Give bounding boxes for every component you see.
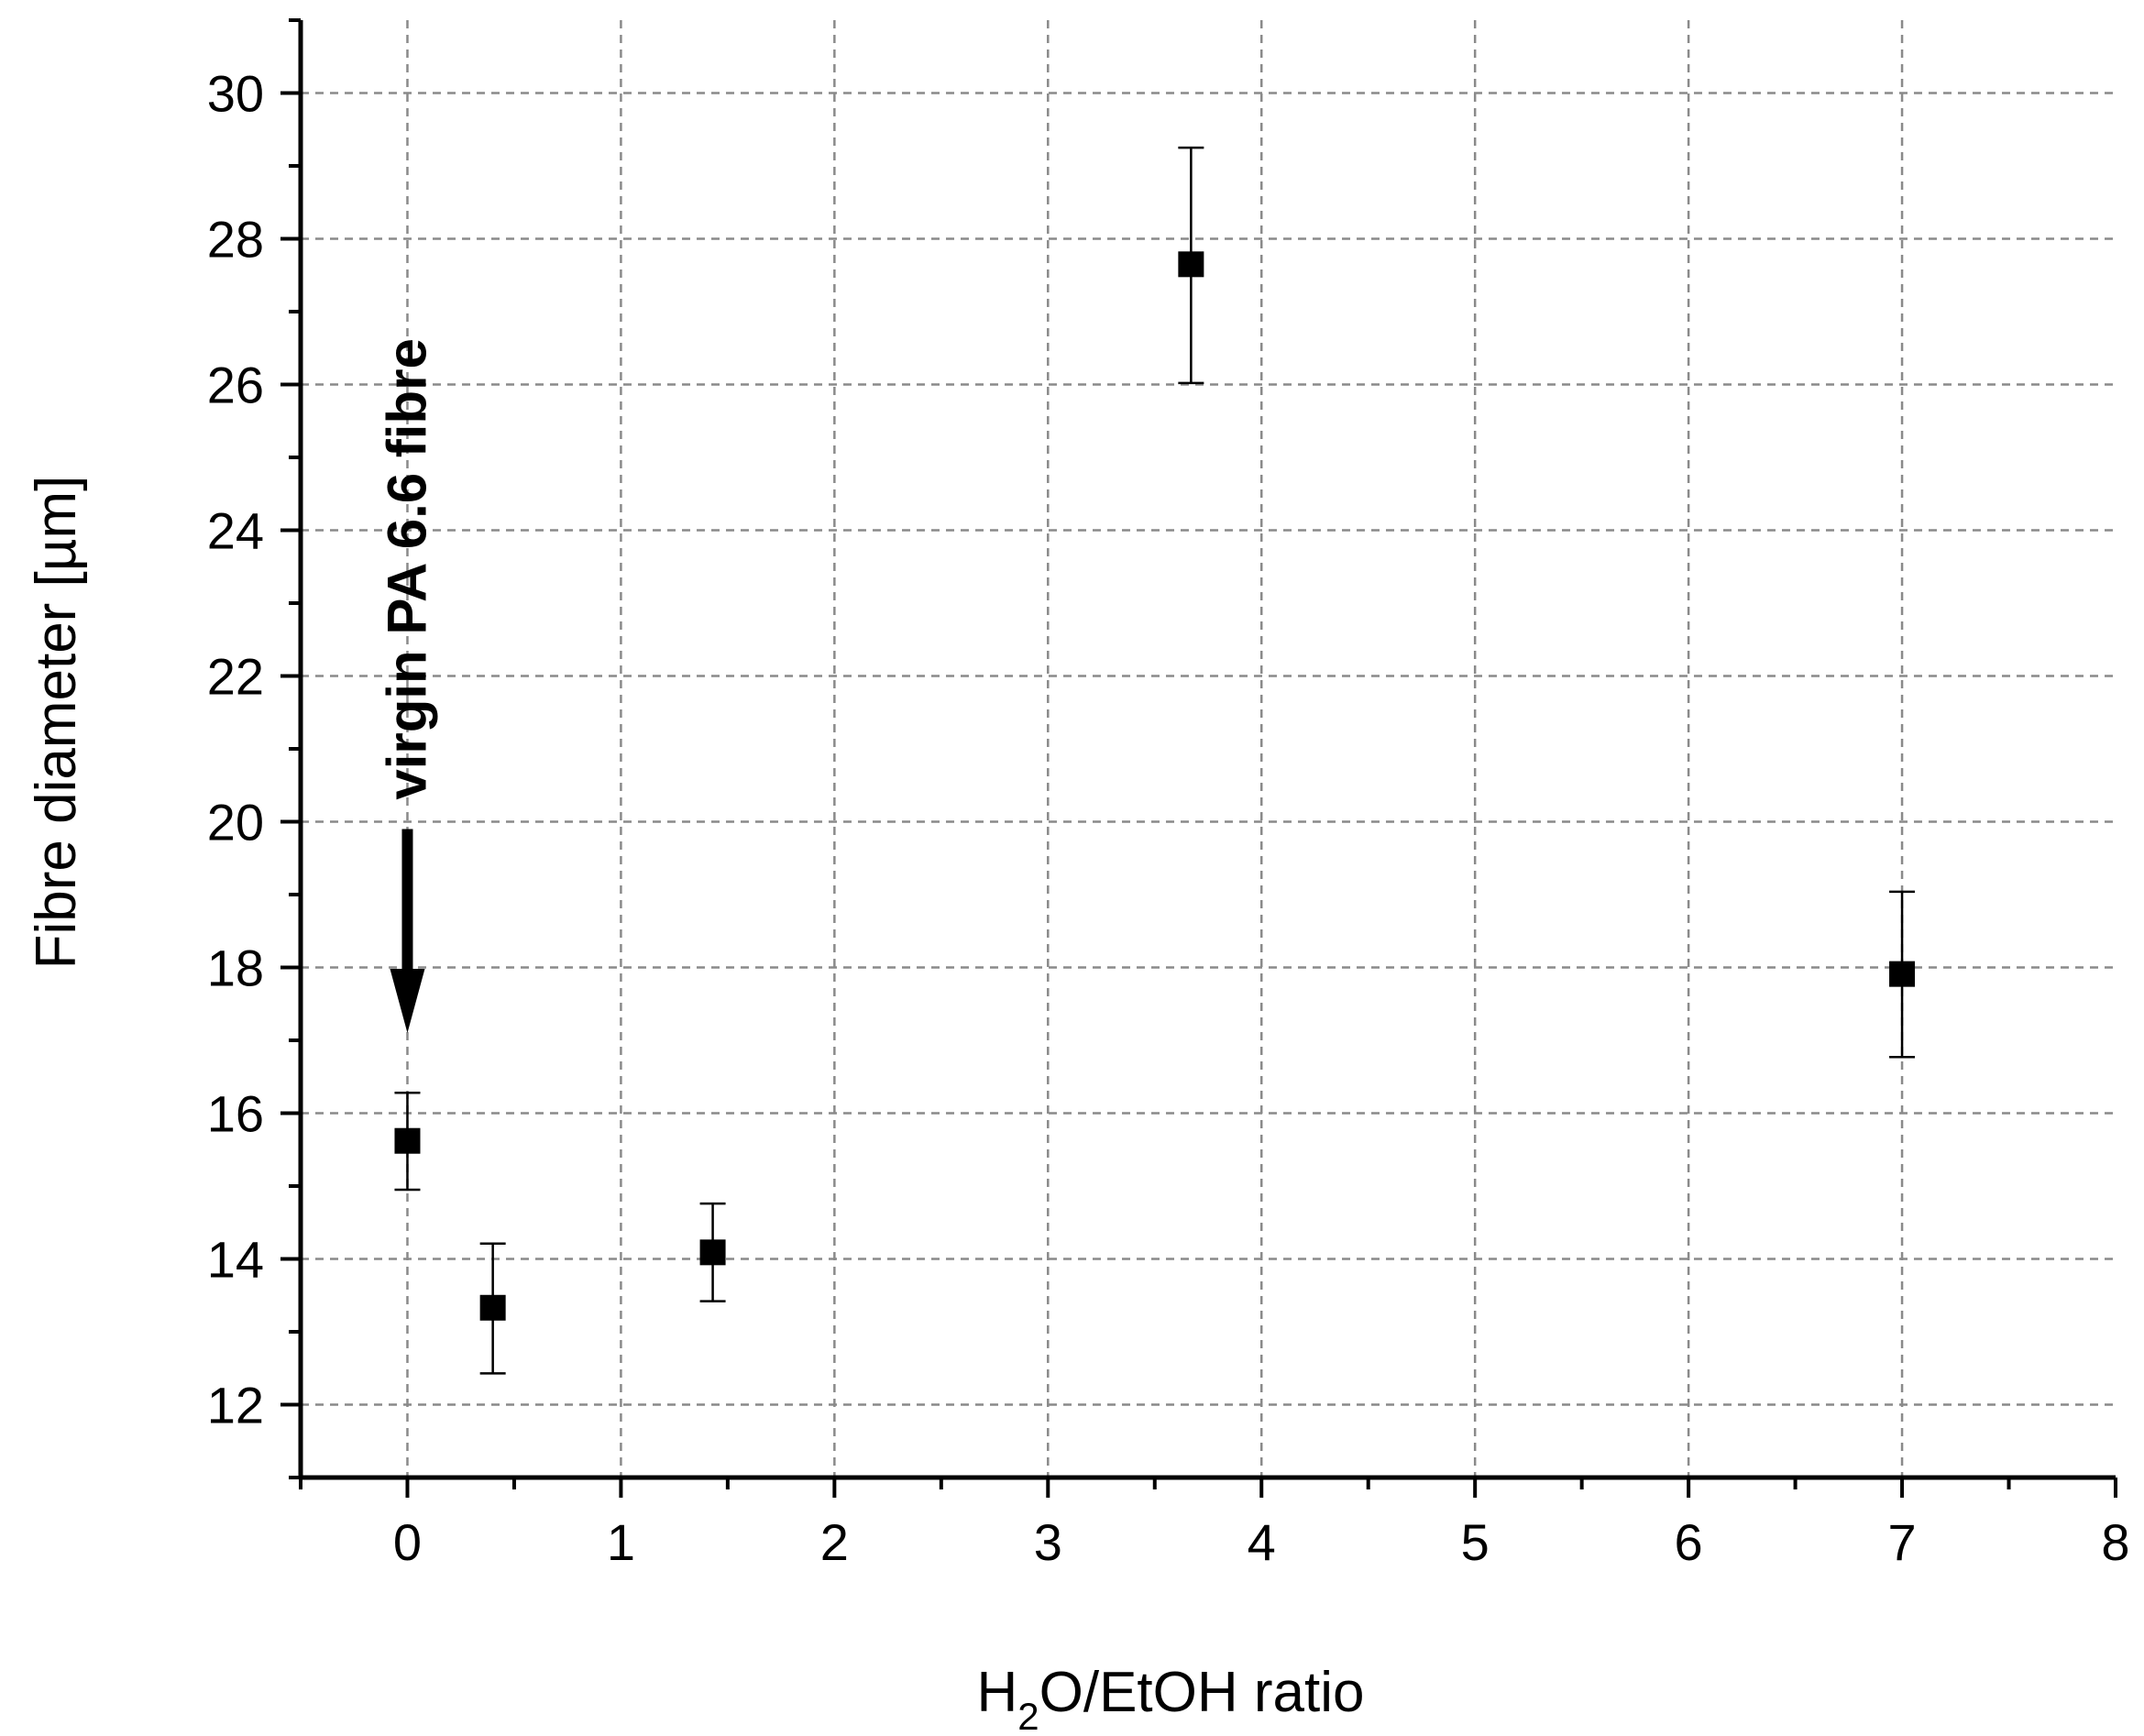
y-tick-label: 18 xyxy=(207,939,264,997)
x-tick-label: 5 xyxy=(1461,1513,1490,1571)
square-marker xyxy=(394,1127,421,1154)
annotation-text: virgin PA 6.6 fibre xyxy=(376,338,437,799)
y-tick-label: 26 xyxy=(207,357,264,414)
x-tick-label: 0 xyxy=(393,1513,422,1571)
annotation-arrow-head xyxy=(390,969,425,1034)
grid-layer xyxy=(301,20,2116,1478)
x-tick-label: 1 xyxy=(607,1513,635,1571)
x-tick-label: 8 xyxy=(2101,1513,2129,1571)
y-tick-label: 30 xyxy=(207,65,264,123)
x-tick-label: 4 xyxy=(1248,1513,1276,1571)
data-point xyxy=(479,1242,506,1375)
x-axis-title: H2O/EtOH ratio xyxy=(976,1661,1364,1736)
y-axis-title: Fibre diameter [µm] xyxy=(25,476,88,970)
x-tick-label: 7 xyxy=(1887,1513,1916,1571)
data-point xyxy=(394,1091,421,1192)
data-point xyxy=(1889,890,1916,1059)
square-marker xyxy=(1178,251,1204,278)
data-point xyxy=(1178,146,1204,385)
y-tick-label: 28 xyxy=(207,211,264,269)
data-point xyxy=(699,1202,726,1302)
y-tick-label: 16 xyxy=(207,1085,264,1143)
annotation-layer: virgin PA 6.6 fibre xyxy=(376,338,437,1034)
x-tick-label: 2 xyxy=(820,1513,849,1571)
square-marker xyxy=(1889,961,1916,987)
y-tick-label: 24 xyxy=(207,502,264,560)
square-marker xyxy=(479,1294,506,1321)
y-tick-label: 12 xyxy=(207,1377,264,1434)
y-tick-label: 20 xyxy=(207,794,264,852)
x-tick-label: 6 xyxy=(1675,1513,1703,1571)
square-marker xyxy=(699,1239,726,1266)
y-tick-label: 22 xyxy=(207,648,264,706)
x-tick-label: 3 xyxy=(1034,1513,1062,1571)
points-layer xyxy=(394,146,1916,1375)
y-tick-label: 14 xyxy=(207,1231,264,1289)
